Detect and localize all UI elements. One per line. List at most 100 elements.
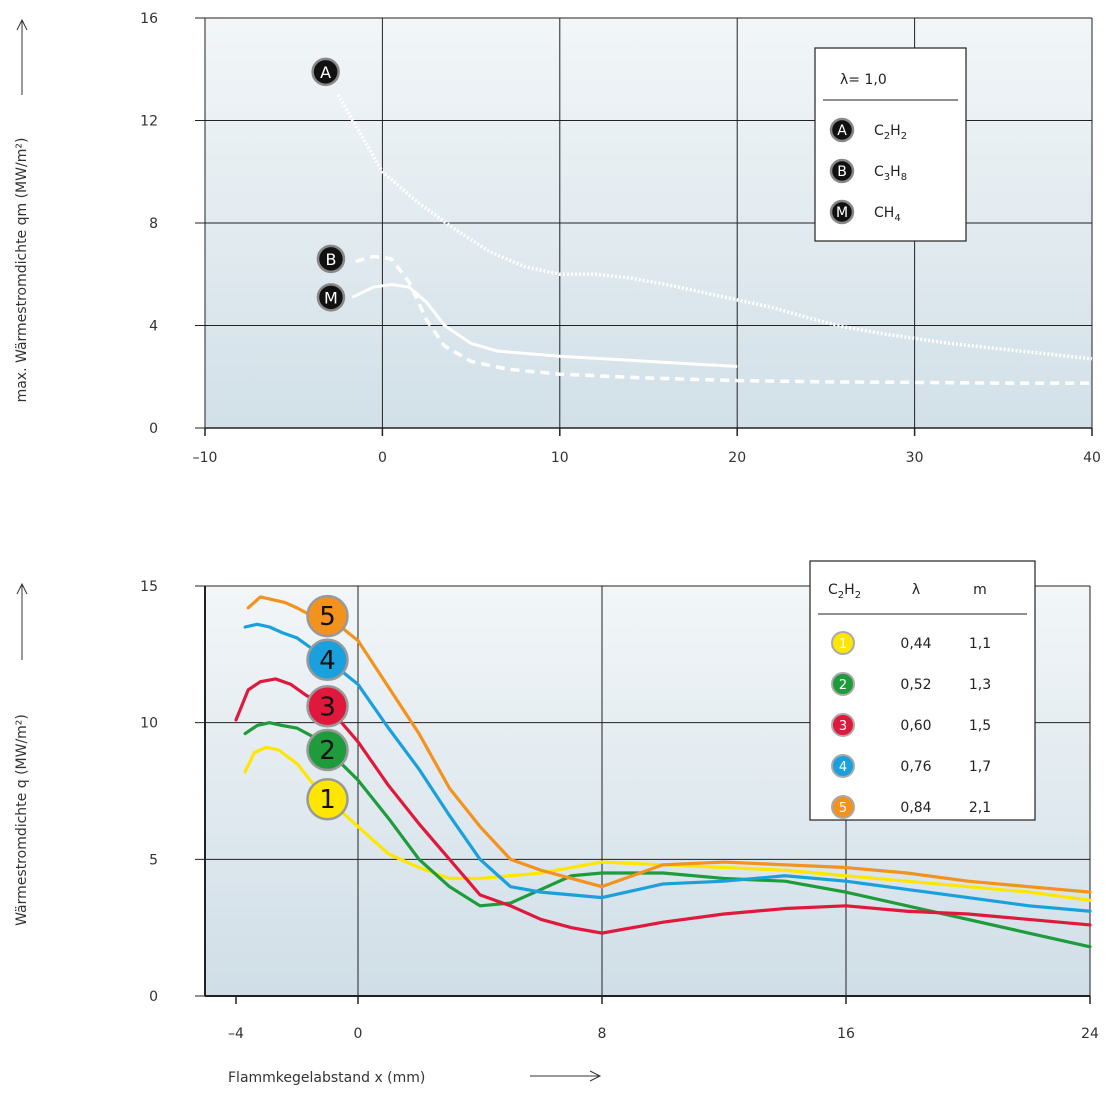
top-y-tick-label: 8 [149,216,158,232]
bottom-series-marker-2 [306,728,349,772]
top-series-marker-label: A [320,63,331,82]
bottom-y-tick-label: 10 [140,716,158,732]
top-y-axis-arrow [16,18,28,95]
top-legend-entry-label: C2​H2​ [874,123,907,142]
bottom-x-tick-label: 0 [354,1026,363,1042]
bottom-legend-marker-label: 3 [839,719,847,734]
bottom-x-tick-label: 24 [1081,1026,1099,1042]
bottom-legend-marker-label: 4 [839,760,847,775]
top-series-markers: A BM [311,57,346,312]
top-y-axis-label: max. Wärmestromdichte qm (MW/m²) [14,138,30,403]
top-legend-entry-label-part: C [874,123,884,139]
top-x-tick-label: –10 [193,450,218,466]
bottom-x-tick-label: 8 [598,1026,607,1042]
top-x-tick-label: 40 [1083,450,1101,466]
top-series-marker-label: B [325,250,336,269]
top-legend-marker-label: B [837,164,847,180]
top-y-tick-label: 4 [149,319,158,335]
top-legend-marker-label: M [836,205,848,221]
top-tick-labels: –10 0 10 20 30 40 0 4 8 12 16 [140,11,1101,466]
top-y-tick-label: 0 [149,421,158,437]
bottom-y-axis-arrow [16,582,28,660]
bottom-legend-m: 1,5 [969,718,991,734]
bottom-series-marker-4 [306,638,349,682]
bottom-series-marker-5 [306,594,349,638]
top-legend-entry-label-part: 2 [884,131,890,142]
bottom-series-marker-3 [306,685,349,728]
bottom-legend-m: 2,1 [969,800,991,816]
bottom-legend-m: 1,3 [969,677,991,693]
bottom-legend-marker-label: 2 [839,678,847,693]
bottom-series-line-5 [246,595,1092,894]
bottom-legend-lambda: 0,52 [900,677,931,693]
bottom-x-axis-arrow [530,1070,602,1082]
top-y-tick-label: 12 [140,114,158,130]
bottom-series-line-2 [243,721,1092,949]
bottom-x-axis-label: Flammkegelabstand x (mm) [228,1070,425,1086]
top-legend-entry-label-part: 4 [894,213,900,224]
bottom-y-tick-label: 5 [149,852,158,868]
bottom-legend-marker-label: 1 [839,637,847,652]
top-legend-entry-label-part: H [890,164,901,180]
bottom-y-tick-label: 0 [149,989,158,1005]
bottom-series-marker-label: 3 [319,692,336,722]
top-series-line-B [355,254,1092,385]
top-x-tick-label: 0 [378,450,387,466]
top-series-marker-B [316,244,346,274]
top-legend-marker-A [829,117,855,143]
top-legend-entry-label-part: H [890,123,901,139]
bottom-legend-col-header: λ [912,582,920,598]
bottom-x-tick-label: 16 [837,1026,855,1042]
top-y-tick-label: 16 [140,11,158,27]
top-x-tick-label: 20 [728,450,746,466]
bottom-legend-marker-5 [831,795,855,819]
bottom-legend-m: 1,1 [969,636,991,652]
bottom-series-line-4 [243,622,1092,913]
bottom-legend-header-formula-part: 2 [855,590,861,601]
bottom-series-marker-label: 5 [319,602,336,632]
bottom-series-group [234,595,1092,949]
bottom-legend-lambda: 0,84 [900,800,931,816]
bottom-legend-m: 1,7 [969,759,991,775]
bottom-legend-header-formula-part: C [828,582,838,598]
bottom-legend-marker-label: 5 [839,801,847,816]
top-legend-marker-B [829,158,855,184]
bottom-series-marker-label: 4 [319,646,336,676]
bottom-legend-lambda: 0,60 [900,718,931,734]
bottom-series-marker-1 [306,777,349,821]
top-series-group [336,94,1093,385]
top-legend-entry-label-part: CH [874,205,894,221]
top-legend-entry-label-part: C [874,164,884,180]
top-legend: λ= 1,0 A C2​H2​ B C3​H8​ M CH4​ [814,47,967,242]
top-legend-marker-label: A [837,123,847,139]
top-legend-header: λ= 1,0 [840,72,887,88]
top-legend-marker-M [829,199,855,225]
bottom-legend-marker-3 [831,713,855,737]
bottom-legend-header-formula: C2​H2​ [828,582,861,601]
bottom-legend-col-header: m [973,582,987,598]
bottom-series-markers: 1 2 3 4 5 [306,594,349,821]
top-x-tick-label: 30 [906,450,924,466]
top-legend-entry-label: C3​H8​ [874,164,907,183]
top-series-marker-M [316,283,346,312]
bottom-series-marker-label: 2 [319,736,336,766]
top-series-line-A [336,94,1093,361]
bottom-y-axis-label: Wärmestromdichte q (MW/m²) [14,714,30,926]
bottom-legend-header-formula-part: 2 [838,590,844,601]
top-series-line-M [351,283,738,368]
bottom-legend-marker-1 [831,631,855,655]
top-y-axis-label-group: max. Wärmestromdichte qm (MW/m²) [14,138,30,403]
top-legend-entry-label-part: 2 [901,131,907,142]
top-legend-entry-label-part: 8 [901,172,907,183]
bottom-y-tick-label: 15 [140,579,158,595]
bottom-legend-marker-2 [831,672,855,696]
top-chart: –10 0 10 20 30 40 0 4 8 12 16 A B M max. Wärmestromd… [14,11,1101,466]
bottom-series-line-3 [234,677,1092,935]
bottom-series-marker-label: 1 [319,785,336,815]
bottom-legend-header-formula-part: H [844,582,855,598]
top-legend-entry-label: CH4​ [874,205,901,224]
top-x-tick-label: 10 [551,450,569,466]
